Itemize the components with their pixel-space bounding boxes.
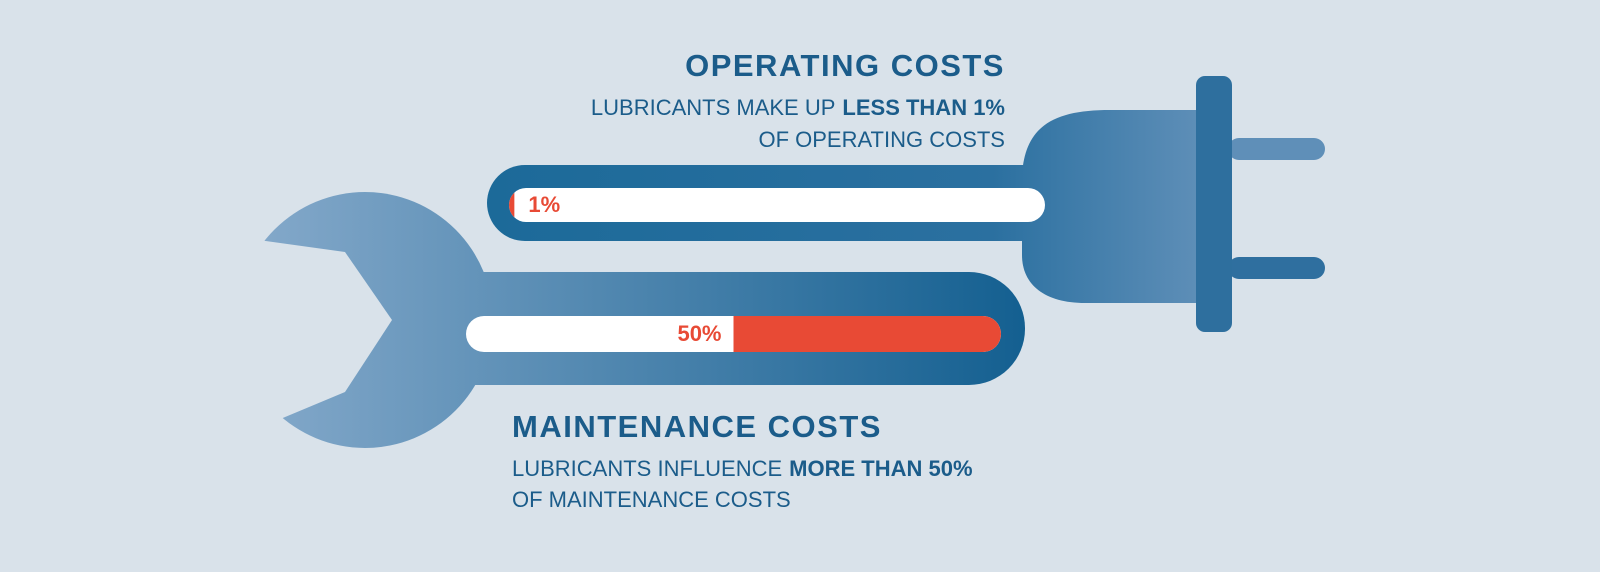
bar-fill — [509, 188, 515, 222]
text-emphasis: LESS THAN 1% — [842, 95, 1005, 120]
text: LUBRICANTS INFLUENCE MORE THAN 50% — [512, 456, 973, 481]
text: OF OPERATING COSTS — [758, 127, 1005, 152]
title: MAINTENANCE COSTS — [512, 409, 882, 444]
text: LUBRICANTS MAKE UP LESS THAN 1% — [591, 95, 1005, 120]
bar-track — [509, 188, 1045, 222]
title: OPERATING COSTS — [685, 48, 1005, 83]
bar-fill — [733, 316, 1001, 352]
value-label: 1% — [528, 192, 560, 217]
value-label: 50% — [677, 321, 721, 346]
text-part: LUBRICANTS INFLUENCE — [512, 456, 782, 481]
text: OF MAINTENANCE COSTS — [512, 487, 791, 512]
text-part: LUBRICANTS MAKE UP — [591, 95, 836, 120]
text-emphasis: MORE THAN 50% — [789, 456, 972, 481]
